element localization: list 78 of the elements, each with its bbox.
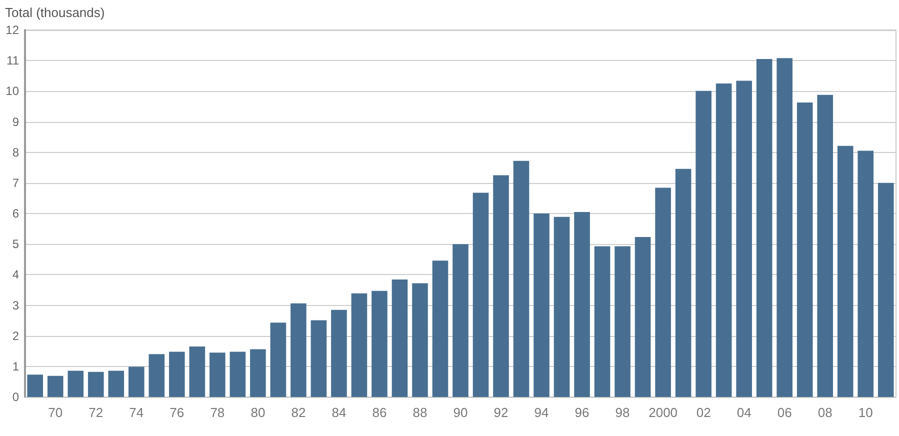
x-tick-label: 90 (453, 405, 468, 420)
x-tick-label: 88 (412, 405, 428, 420)
bar (148, 354, 165, 397)
y-tick-label: 5 (12, 237, 20, 252)
x-tick-label: 10 (858, 405, 873, 420)
bar (412, 283, 428, 397)
bar (250, 349, 266, 397)
bar (270, 322, 286, 397)
x-tick-label: 96 (574, 405, 590, 420)
bar (594, 246, 610, 397)
x-tick-label: 02 (696, 405, 711, 420)
y-tick-label: 3 (12, 298, 20, 312)
bar (392, 280, 408, 397)
x-tick-label: 84 (332, 405, 346, 420)
bar (493, 175, 509, 397)
x-tick-label: 06 (777, 405, 792, 420)
x-tick-label: 04 (736, 405, 752, 420)
bar (128, 366, 144, 397)
y-tick-label: 7 (12, 176, 20, 190)
x-tick-label: 92 (494, 405, 508, 420)
bar (817, 94, 834, 397)
bar (372, 290, 388, 397)
bar (756, 59, 772, 397)
bar (736, 80, 752, 397)
y-tick-label: 6 (12, 206, 20, 220)
x-tick-label: 2000 (648, 405, 678, 420)
bar (189, 346, 206, 397)
bar (47, 376, 64, 397)
bar (310, 320, 327, 397)
y-tick-label: 8 (12, 145, 20, 160)
bar (675, 168, 692, 397)
y-tick-label: 0 (12, 390, 20, 404)
bar (776, 58, 792, 397)
y-tick-label: 10 (6, 84, 20, 98)
bar (574, 212, 590, 397)
bar (696, 90, 712, 397)
bar (534, 214, 550, 397)
x-tick-label: 94 (534, 405, 549, 420)
x-tick-label: 98 (615, 405, 630, 420)
bar (88, 372, 104, 397)
bar (331, 310, 347, 397)
y-tick-label: 12 (6, 23, 20, 37)
bar (837, 146, 854, 397)
bar (290, 303, 306, 397)
bar (472, 192, 489, 397)
bar (169, 352, 185, 397)
y-tick-label: 11 (6, 54, 20, 68)
y-axis-title: Total (thousands) (5, 5, 105, 20)
bar (614, 246, 630, 397)
bar (351, 293, 368, 397)
bar (210, 352, 226, 397)
bar (68, 370, 84, 397)
y-tick-label: 2 (12, 328, 20, 343)
y-tick-label: 1 (12, 359, 20, 374)
x-tick-label: 74 (129, 405, 144, 420)
x-tick-label: 76 (170, 405, 184, 420)
bar (655, 188, 671, 397)
bar (554, 216, 570, 397)
bar (27, 374, 44, 397)
x-tick-label: 82 (291, 405, 306, 420)
x-tick-label: 08 (818, 405, 832, 420)
bar (796, 102, 813, 397)
x-tick-label: 72 (88, 405, 104, 420)
x-tick-label: 86 (372, 405, 387, 420)
bar (634, 237, 651, 397)
bar (230, 352, 246, 397)
x-tick-label: 70 (48, 405, 63, 420)
bar (452, 244, 468, 397)
y-tick-label: 9 (12, 114, 20, 129)
x-tick-label: 80 (250, 405, 266, 420)
y-tick-label: 4 (12, 268, 20, 282)
bar (108, 370, 124, 397)
bar (858, 150, 874, 397)
x-tick-label: 78 (210, 405, 225, 420)
bar (878, 182, 894, 397)
bar (432, 260, 448, 397)
bar (513, 160, 530, 397)
bar (716, 84, 732, 397)
